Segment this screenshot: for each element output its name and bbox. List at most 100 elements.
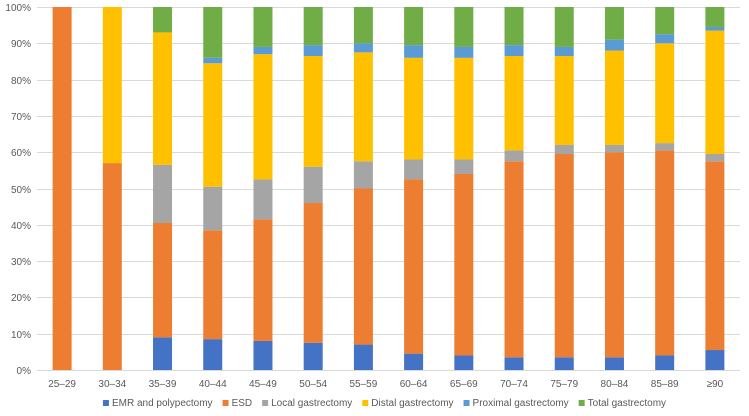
x-tick-label: 80–84 (601, 379, 629, 390)
y-tick-label: 40% (11, 221, 31, 232)
legend-swatch (362, 400, 369, 406)
bar-distal-gastrectomy-85-89 (655, 43, 675, 144)
bar-emr-and-polypectomy-40-44 (203, 339, 223, 370)
bar-esd-45-49 (253, 219, 273, 341)
x-tick-label: 45–49 (249, 379, 277, 390)
bar-distal-gastrectomy-35-39 (153, 32, 173, 165)
legend-swatch (578, 400, 585, 406)
x-tick-label: 50–54 (299, 379, 327, 390)
x-tick-label: 35–39 (149, 379, 177, 390)
bar-distal-gastrectomy-75-79 (554, 56, 574, 145)
y-tick-label: 90% (11, 39, 31, 50)
legend-label: ESD (232, 398, 253, 409)
bar-distal-gastrectomy-70-74 (504, 56, 524, 151)
x-tick-label: 60–64 (400, 379, 428, 390)
y-tick-label: 10% (11, 330, 31, 341)
y-tick-label: 80% (11, 76, 31, 87)
bar-esd-35-39 (153, 222, 173, 338)
bar-emr-and-polypectomy-75-79 (554, 357, 574, 370)
y-tick-label: 60% (11, 148, 31, 159)
legend-label: Proximal gastrectomy (473, 398, 569, 409)
bar-distal-gastrectomy-90 (705, 30, 725, 155)
bar-distal-gastrectomy-50-54 (303, 56, 323, 167)
y-tick-label: 70% (11, 112, 31, 123)
x-tick-label: 25–29 (48, 379, 76, 390)
bar-total-gastrectomy-85-89 (655, 7, 675, 35)
bar-distal-gastrectomy-65-69 (454, 57, 474, 160)
bar-emr-and-polypectomy-70-74 (504, 357, 524, 370)
bar-distal-gastrectomy-55-59 (353, 52, 373, 162)
axes: 0% 10% 20% 30% 40% 50% 60% 70% 80% 90% 100% 25–29 30… (5, 3, 723, 390)
gridlines (37, 7, 740, 371)
legend-item-esd: ESD (222, 398, 253, 409)
bar-emr-and-polypectomy-80-84 (604, 357, 624, 370)
legend-item-total-gastrectomy: Total gastrectomy (578, 398, 666, 409)
legend-item-proximal-gastrectomy: Proximal gastrectomy (463, 398, 569, 409)
bar-emr-and-polypectomy-45-49 (253, 340, 273, 370)
bar-total-gastrectomy-50-54 (303, 7, 323, 46)
y-tick-label: 30% (11, 257, 31, 268)
bar-local-gastrectomy-55-59 (353, 161, 373, 189)
bar-local-gastrectomy-35-39 (153, 164, 173, 223)
legend-label: Total gastrectomy (588, 398, 666, 409)
bar-esd-65-69 (454, 173, 474, 356)
bar-proximal-gastrectomy-90 (705, 26, 725, 31)
bar-total-gastrectomy-45-49 (253, 7, 273, 47)
bar-distal-gastrectomy-80-84 (604, 50, 624, 145)
legend-item-emr-and-polypectomy: EMR and polypectomy (102, 398, 213, 409)
bar-distal-gastrectomy-40-44 (203, 63, 223, 187)
bar-proximal-gastrectomy-45-49 (253, 46, 273, 55)
bar-local-gastrectomy-40-44 (203, 186, 223, 231)
x-tick-label: 55–59 (349, 379, 377, 390)
bar-proximal-gastrectomy-75-79 (554, 46, 574, 57)
bar-esd-90 (705, 161, 725, 351)
legend-label: Distal gastrectomy (371, 398, 453, 409)
y-tick-label: 50% (11, 185, 31, 196)
bar-local-gastrectomy-45-49 (253, 179, 273, 220)
x-tick-label: ≥90 (707, 379, 724, 390)
legend-label: EMR and polypectomy (112, 398, 213, 409)
legend-label: Local gastrectomy (271, 398, 352, 409)
bar-total-gastrectomy-65-69 (454, 7, 474, 47)
bar-total-gastrectomy-40-44 (203, 7, 223, 58)
bar-esd-25-29 (52, 7, 72, 370)
bar-proximal-gastrectomy-55-59 (353, 43, 373, 53)
bar-local-gastrectomy-90 (705, 154, 725, 162)
bar-distal-gastrectomy-30-34 (102, 7, 122, 164)
bar-esd-85-89 (655, 150, 675, 356)
legend-item-local-gastrectomy: Local gastrectomy (262, 398, 352, 409)
legend-swatch (463, 400, 470, 406)
bar-distal-gastrectomy-45-49 (253, 54, 273, 180)
bar-proximal-gastrectomy-80-84 (604, 39, 624, 51)
legend-swatch (102, 400, 109, 406)
bar-esd-80-84 (604, 152, 624, 358)
bar-total-gastrectomy-75-79 (554, 7, 574, 47)
bar-esd-60-64 (404, 179, 424, 354)
x-tick-label: 65–69 (450, 379, 478, 390)
bar-esd-70-74 (504, 161, 524, 358)
bar-emr-and-polypectomy-50-54 (303, 342, 323, 370)
legend: EMR and polypectomy ESD Local gastrectomy D… (102, 398, 666, 409)
x-tick-label: 75–79 (550, 379, 578, 390)
bar-local-gastrectomy-85-89 (655, 143, 675, 151)
y-tick-label: 0% (17, 366, 32, 377)
bar-emr-and-polypectomy-90 (705, 350, 725, 370)
bar-proximal-gastrectomy-85-89 (655, 34, 675, 44)
bar-total-gastrectomy-55-59 (353, 7, 373, 44)
bar-total-gastrectomy-80-84 (604, 7, 624, 40)
bar-total-gastrectomy-35-39 (153, 7, 173, 33)
legend-item-distal-gastrectomy: Distal gastrectomy (362, 398, 454, 409)
x-tick-label: 30–34 (98, 379, 126, 390)
bar-esd-50-54 (303, 203, 323, 343)
bar-proximal-gastrectomy-65-69 (454, 46, 474, 58)
bar-esd-75-79 (554, 154, 574, 358)
bar-local-gastrectomy-80-84 (604, 144, 624, 153)
bar-emr-and-polypectomy-35-39 (153, 337, 173, 370)
bar-local-gastrectomy-50-54 (303, 166, 323, 204)
bars (52, 7, 725, 370)
bar-total-gastrectomy-60-64 (404, 7, 424, 46)
y-tick-label: 20% (11, 293, 31, 304)
bar-esd-40-44 (203, 230, 223, 340)
